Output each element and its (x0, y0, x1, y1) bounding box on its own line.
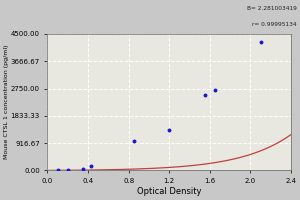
Point (131, 139, 136, 142)
X-axis label: Optical Density: Optical Density (137, 187, 202, 196)
Point (89, 164, 94, 167)
Point (65, 169, 70, 172)
Point (258, 41, 263, 44)
Point (55, 169, 60, 172)
Text: r= 0.99995134: r= 0.99995134 (252, 22, 297, 27)
Point (167, 129, 172, 132)
Point (81, 167, 85, 170)
Point (212, 88, 217, 92)
Point (202, 93, 207, 96)
Text: B= 2.281003419: B= 2.281003419 (247, 6, 297, 11)
Y-axis label: Mouse CTSL 1 concentration (pg/ml): Mouse CTSL 1 concentration (pg/ml) (4, 45, 9, 159)
